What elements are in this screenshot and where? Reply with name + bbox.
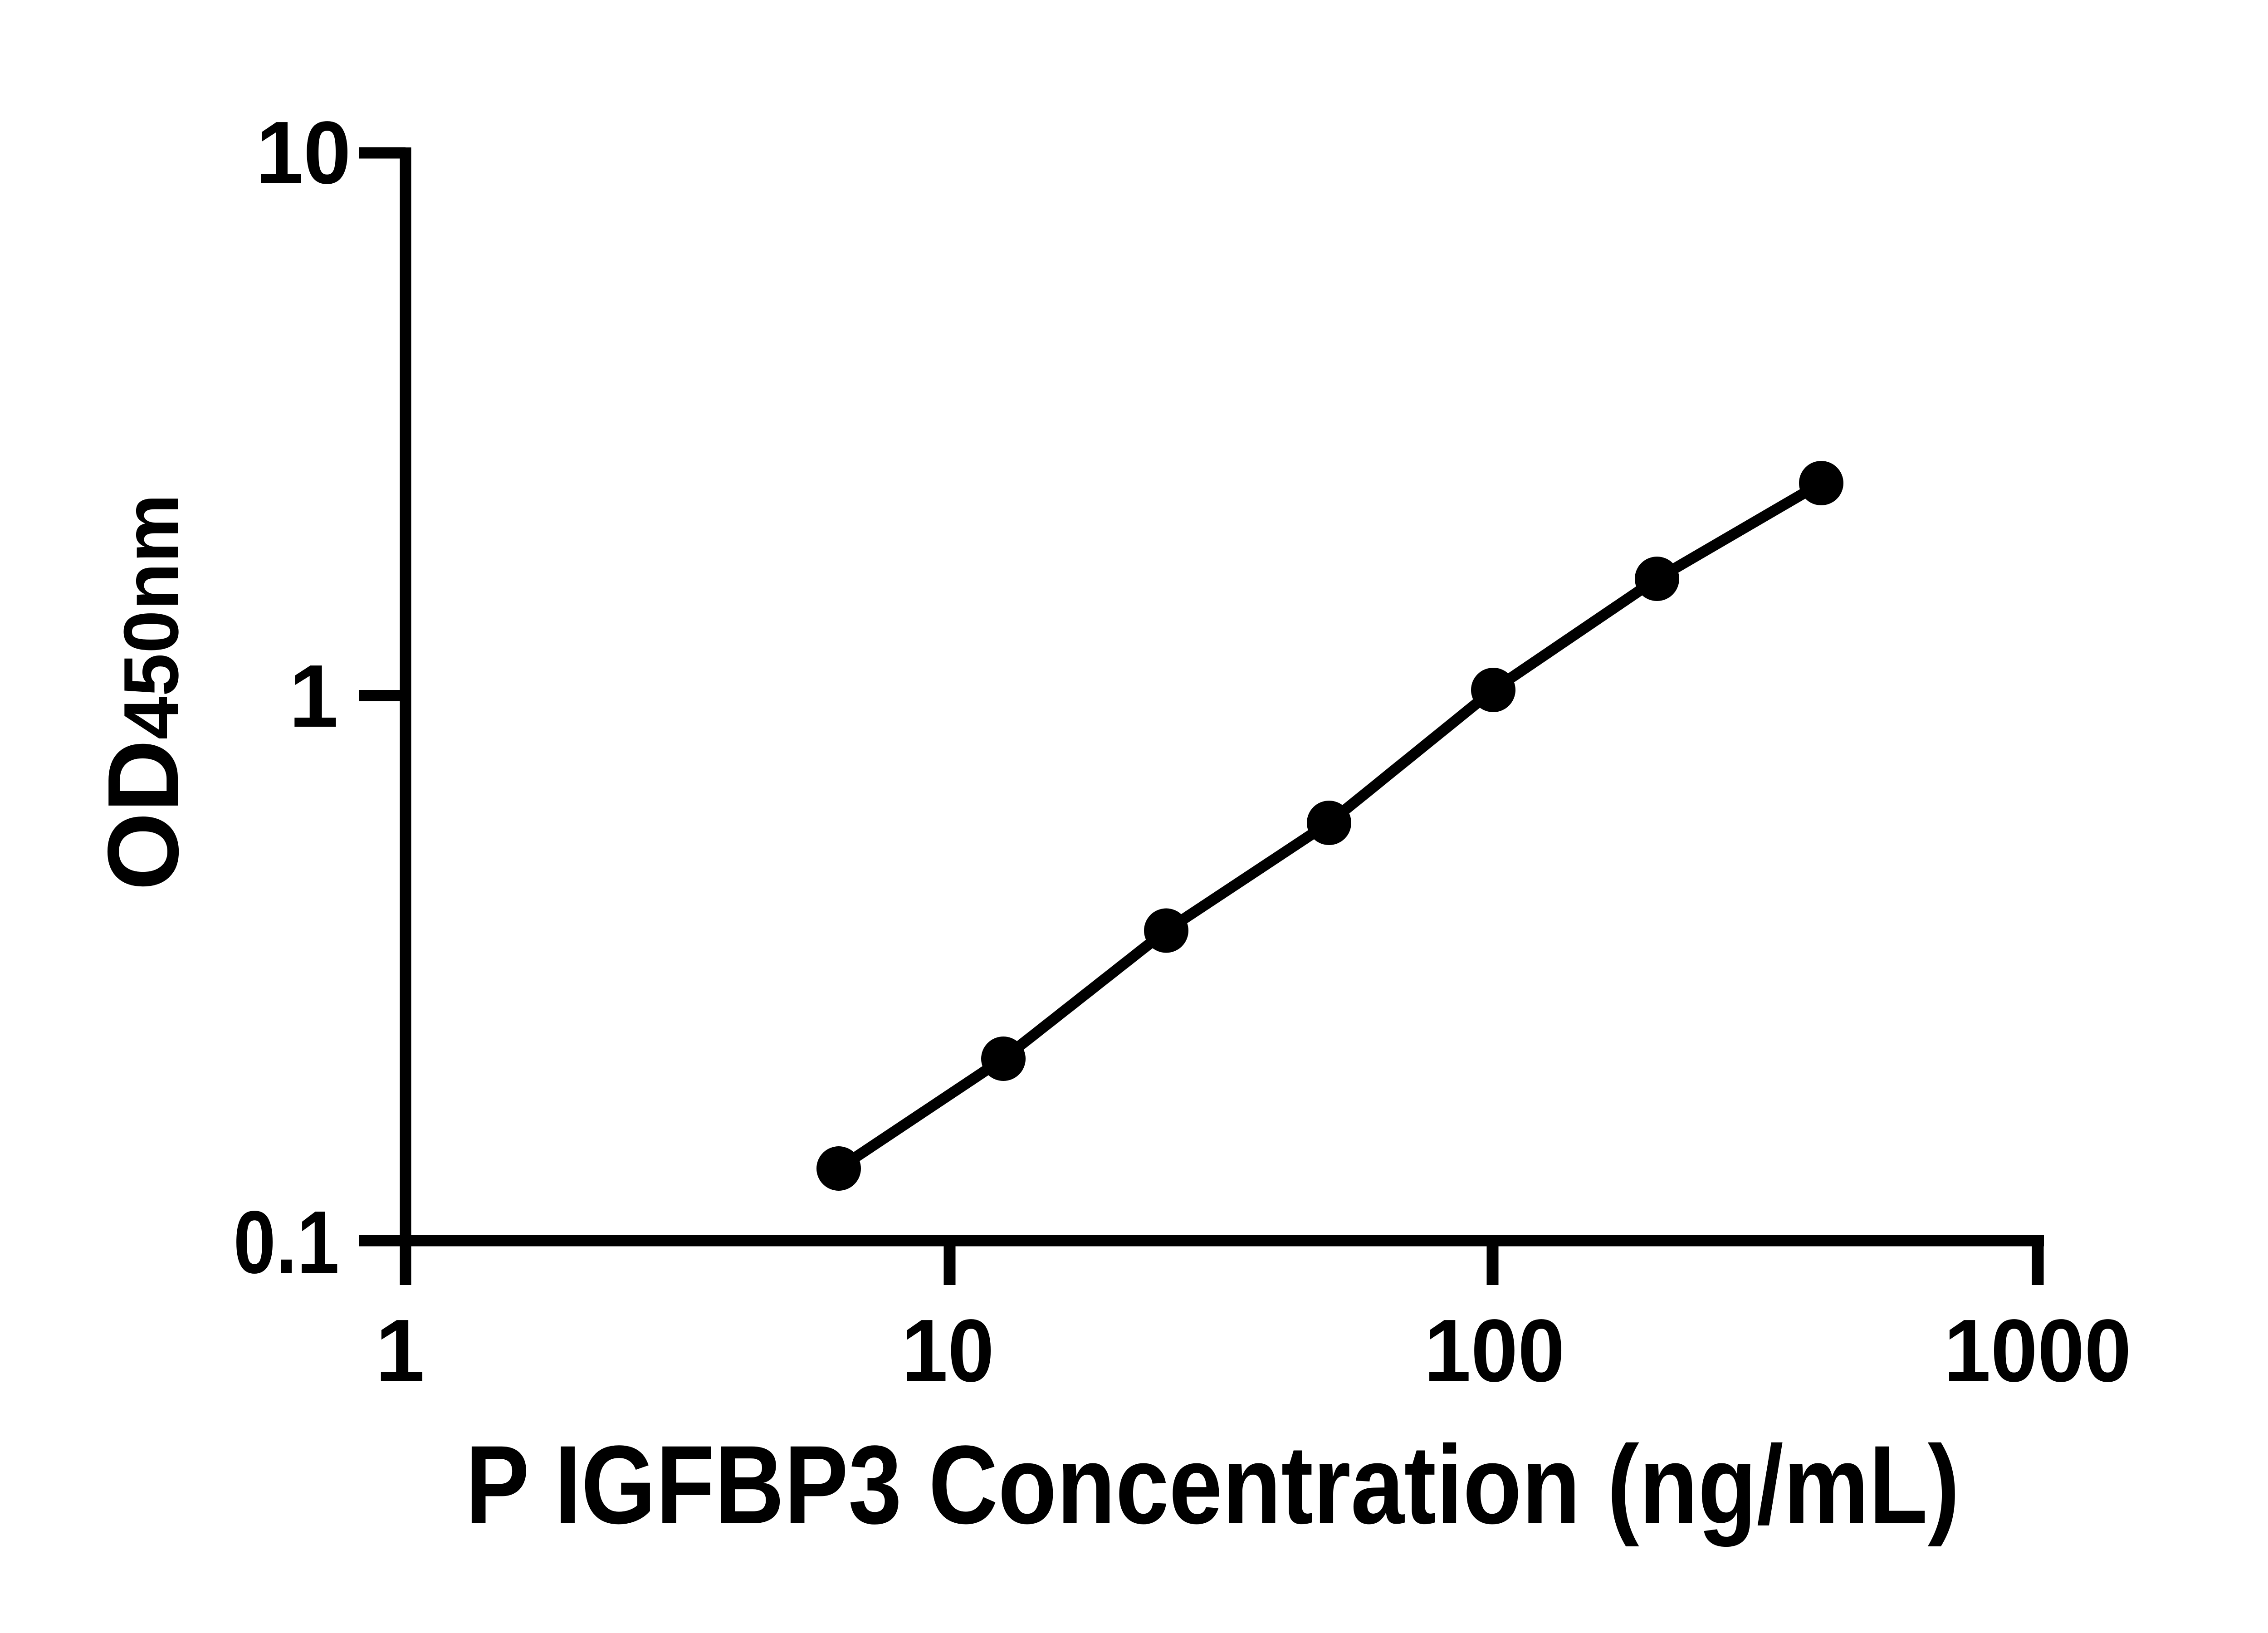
svg-text:10: 10	[901, 1301, 994, 1400]
svg-text:1: 1	[289, 646, 338, 746]
svg-text:OD450nm: OD450nm	[87, 494, 200, 891]
svg-text:100: 100	[1424, 1301, 1564, 1400]
svg-text:1: 1	[375, 1301, 425, 1400]
svg-text:1000: 1000	[1944, 1301, 2131, 1400]
svg-text:0.1: 0.1	[233, 1193, 339, 1292]
svg-text:P IGFBP3 Concentration (ng/mL): P IGFBP3 Concentration (ng/mL)	[465, 1422, 1960, 1547]
svg-text:10: 10	[256, 103, 351, 202]
